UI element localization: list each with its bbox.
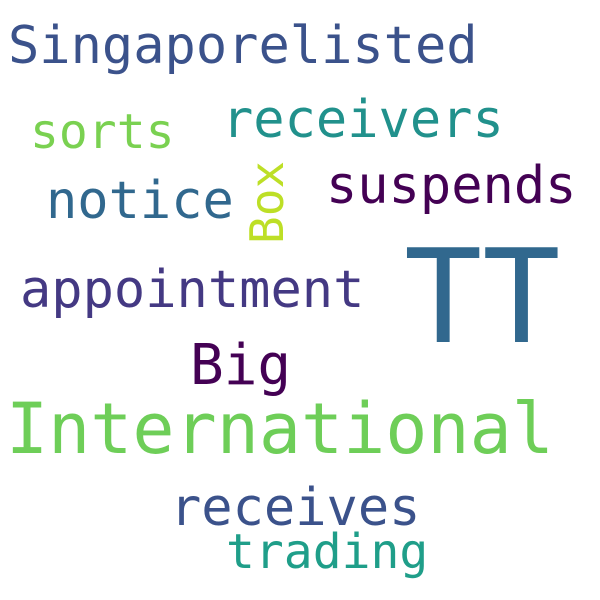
word-receives: receives	[170, 478, 421, 538]
word-appointment: appointment	[20, 260, 365, 320]
word-notice: notice	[46, 171, 234, 231]
word-tt: TT	[404, 221, 561, 373]
word-box: Box	[240, 160, 294, 244]
word-receivers: receivers	[222, 90, 504, 150]
word-big: Big	[190, 333, 292, 398]
word-trading: trading	[226, 524, 429, 580]
word-suspends: suspends	[326, 156, 577, 216]
word-singaporelisted: Singaporelisted	[8, 16, 478, 76]
word-sorts: sorts	[30, 104, 175, 160]
word-international: International	[6, 388, 554, 470]
